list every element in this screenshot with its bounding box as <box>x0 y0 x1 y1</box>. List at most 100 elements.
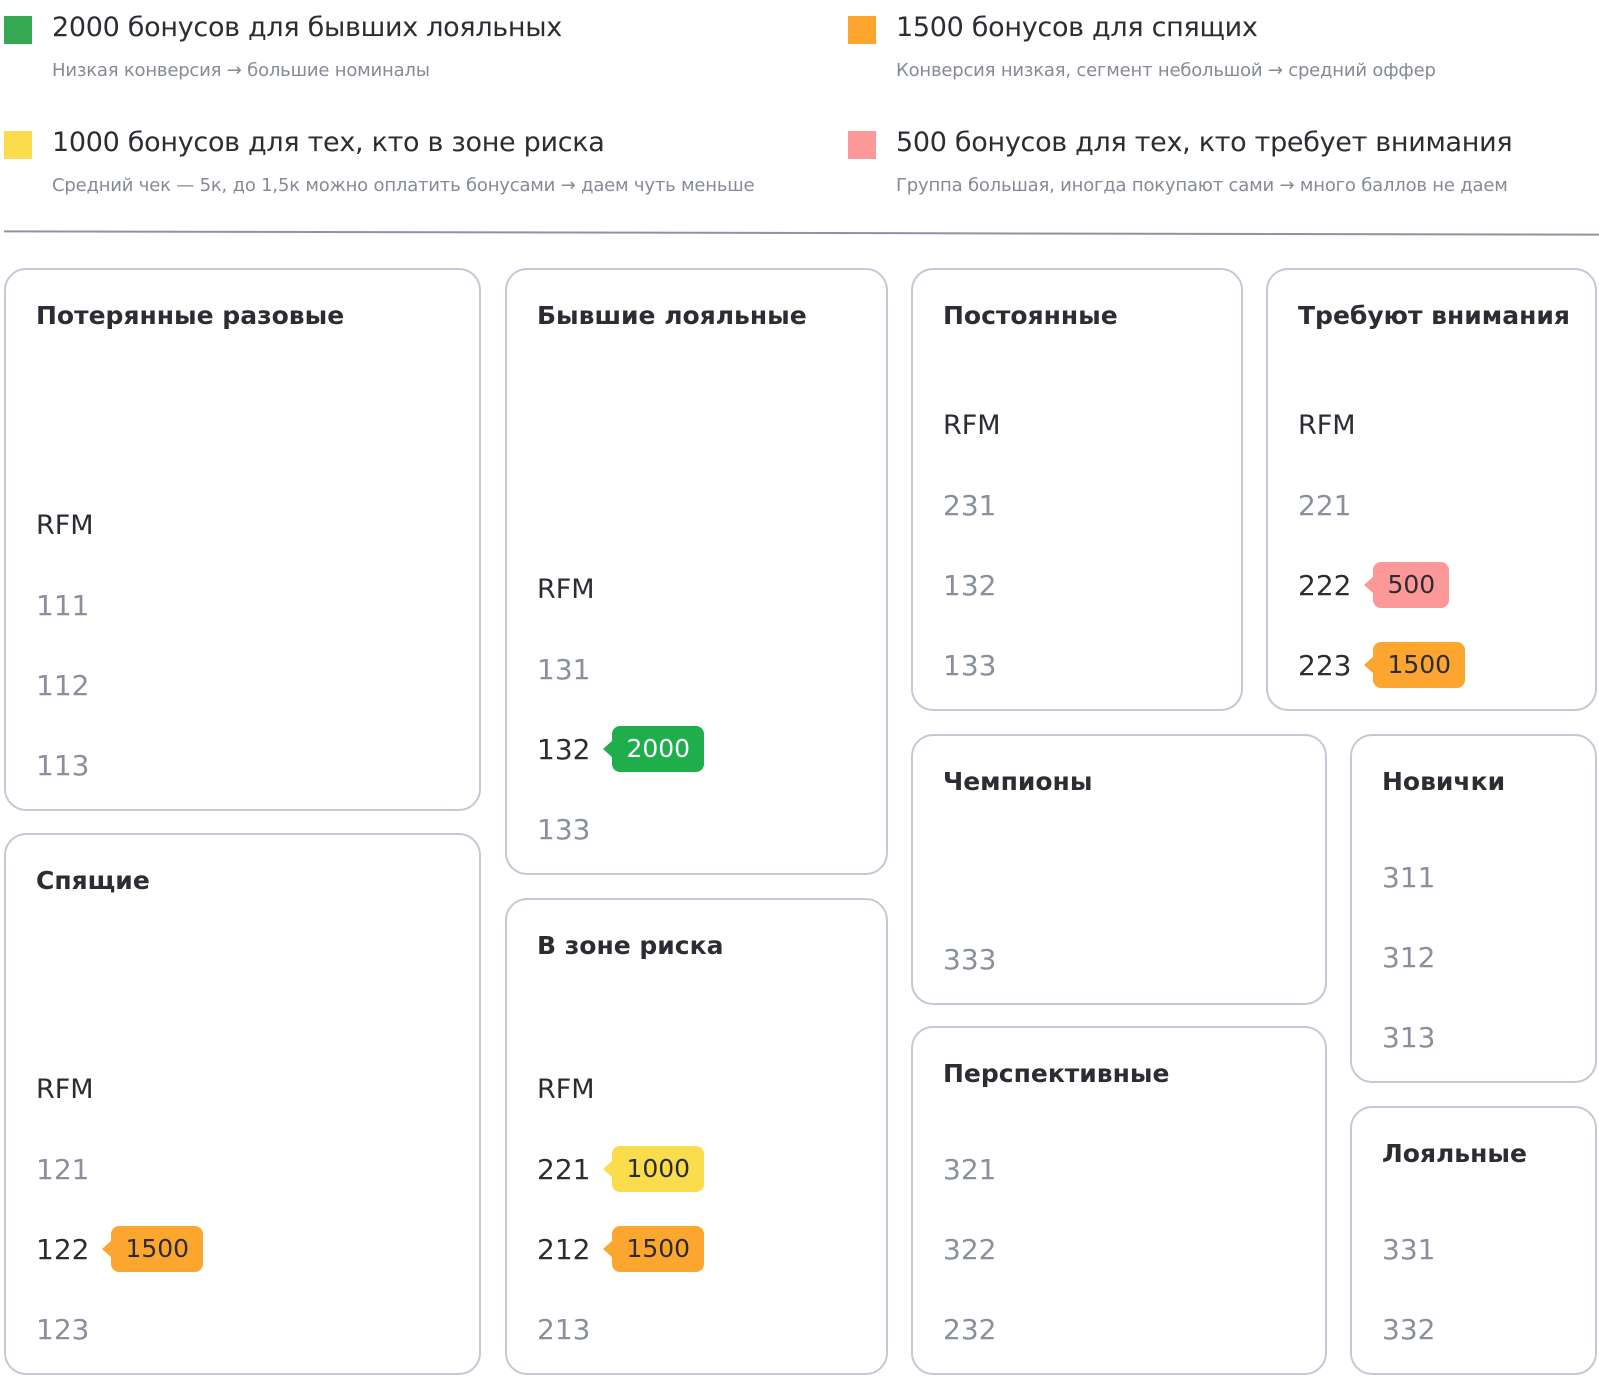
card-former-loyal: Бывшие лояльные RFM 131 132 2000 133 <box>505 268 888 875</box>
rfm-code-row: 311 <box>1382 837 1595 917</box>
rfm-code-row: 132 <box>943 545 1241 625</box>
bonus-badge: 1500 <box>603 1226 705 1272</box>
rfm-list: RFM 231 132 133 <box>943 385 1241 705</box>
rfm-code-row: 223 1500 <box>1298 625 1595 705</box>
rfm-list: RFM 121 122 1500 123 <box>36 1049 479 1369</box>
rfm-list: RFM 221 1000 212 1500 213 <box>537 1049 886 1369</box>
rfm-code-row: 113 <box>36 725 479 805</box>
rfm-code-row: 131 <box>537 629 886 709</box>
legend-title: 2000 бонусов для бывших лояльных <box>52 12 562 43</box>
rfm-code-row: 121 <box>36 1129 479 1209</box>
rfm-label: RFM <box>36 1073 94 1105</box>
rfm-list: 331 332 <box>1382 1209 1595 1369</box>
card-lost-one-time: Потерянные разовые RFM 111 112 113 <box>4 268 481 811</box>
card-sleeping: Спящие RFM 121 122 1500 123 <box>4 833 481 1375</box>
rfm-code-row: 213 <box>537 1289 886 1369</box>
rfm-code-row: 122 1500 <box>36 1209 479 1289</box>
card-title: Постоянные <box>943 301 1118 330</box>
rfm-label: RFM <box>36 509 94 541</box>
rfm-code: 111 <box>36 588 90 622</box>
rfm-code: 322 <box>943 1232 997 1266</box>
card-title: Перспективные <box>943 1059 1170 1088</box>
rfm-code-row: 221 1000 <box>537 1129 886 1209</box>
legend-title: 1000 бонусов для тех, кто в зоне риска <box>52 127 605 158</box>
yellow-swatch <box>4 131 32 159</box>
rfm-code: 123 <box>36 1312 90 1346</box>
bonus-badge: 500 <box>1364 562 1450 608</box>
bonus-badge: 2000 <box>603 726 705 772</box>
rfm-code-row: 133 <box>537 789 886 869</box>
rfm-code: 221 <box>537 1152 591 1186</box>
card-title: Потерянные разовые <box>36 301 345 330</box>
rfm-code: 221 <box>1298 488 1352 522</box>
rfm-code-row: 331 <box>1382 1209 1595 1289</box>
card-title: В зоне риска <box>537 931 724 960</box>
bonus-badge: 1000 <box>603 1146 705 1192</box>
rfm-code: 131 <box>537 652 591 686</box>
rfm-code: 312 <box>1382 940 1436 974</box>
card-title: Чемпионы <box>943 767 1093 796</box>
rfm-code: 133 <box>537 812 591 846</box>
rfm-code: 133 <box>943 648 997 682</box>
rfm-label: RFM <box>943 409 1001 441</box>
card-title: Бывшие лояльные <box>537 301 807 330</box>
rfm-code-row: 123 <box>36 1289 479 1369</box>
rfm-code-row: 112 <box>36 645 479 725</box>
rfm-code-row: 133 <box>943 625 1241 705</box>
rfm-code: 321 <box>943 1152 997 1186</box>
rfm-code-row: 332 <box>1382 1289 1595 1369</box>
rfm-code: 213 <box>537 1312 591 1346</box>
rfm-code-row: 333 <box>943 919 1325 999</box>
rfm-code-row: 322 <box>943 1209 1325 1289</box>
rfm-label: RFM <box>1298 409 1356 441</box>
rfm-code: 331 <box>1382 1232 1436 1266</box>
card-title: Требуют внимания <box>1298 301 1570 330</box>
legend-title: 1500 бонусов для спящих <box>896 12 1258 43</box>
card-loyal: Лояльные 331 332 <box>1350 1106 1597 1375</box>
rfm-code-row: 132 2000 <box>537 709 886 789</box>
card-title: Спящие <box>36 866 150 895</box>
card-regular: Постоянные RFM 231 132 133 <box>911 268 1243 711</box>
green-swatch <box>4 16 32 44</box>
bonus-badge: 1500 <box>102 1226 204 1272</box>
legend-title: 500 бонусов для тех, кто требует внимани… <box>896 127 1513 158</box>
rfm-label: RFM <box>537 573 595 605</box>
orange-swatch <box>848 16 876 44</box>
rfm-code: 311 <box>1382 860 1436 894</box>
card-title: Новички <box>1382 767 1506 796</box>
rfm-list: 321 322 232 <box>943 1129 1325 1369</box>
rfm-code-row: 111 <box>36 565 479 645</box>
legend-subtitle: Средний чек — 5к, до 1,5к можно оплатить… <box>52 175 755 196</box>
legend-subtitle: Конверсия низкая, сегмент небольшой → ср… <box>896 60 1436 81</box>
rfm-list: 333 <box>943 919 1325 999</box>
rfm-code-row: 231 <box>943 465 1241 545</box>
rfm-code-row: 212 1500 <box>537 1209 886 1289</box>
rfm-code: 332 <box>1382 1312 1436 1346</box>
rfm-code: 132 <box>943 568 997 602</box>
legend-subtitle: Группа большая, иногда покупают сами → м… <box>896 175 1508 196</box>
rfm-code-row: 312 <box>1382 917 1595 997</box>
rfm-code-row: 222 500 <box>1298 545 1595 625</box>
rfm-code: 112 <box>36 668 90 702</box>
rfm-list: RFM 111 112 113 <box>36 485 479 805</box>
rfm-code: 313 <box>1382 1020 1436 1054</box>
card-need-attention: Требуют внимания RFM 221 222 500 223 1500 <box>1266 268 1597 711</box>
rfm-code: 231 <box>943 488 997 522</box>
rfm-code-row: 221 <box>1298 465 1595 545</box>
rfm-code: 333 <box>943 942 997 976</box>
legend-subtitle: Низкая конверсия → большие номиналы <box>52 60 430 81</box>
rfm-code: 223 <box>1298 648 1352 682</box>
rfm-list: RFM 131 132 2000 133 <box>537 549 886 869</box>
card-title: Лояльные <box>1382 1139 1527 1168</box>
rfm-label: RFM <box>537 1073 595 1105</box>
card-champions: Чемпионы 333 <box>911 734 1327 1005</box>
rfm-code: 113 <box>36 748 90 782</box>
rfm-code: 132 <box>537 732 591 766</box>
divider <box>3 230 1599 236</box>
rfm-code: 121 <box>36 1152 90 1186</box>
rfm-code-row: 313 <box>1382 997 1595 1077</box>
rfm-code-row: 232 <box>943 1289 1325 1369</box>
pink-swatch <box>848 131 876 159</box>
rfm-code: 122 <box>36 1232 90 1266</box>
rfm-code-row: 321 <box>943 1129 1325 1209</box>
